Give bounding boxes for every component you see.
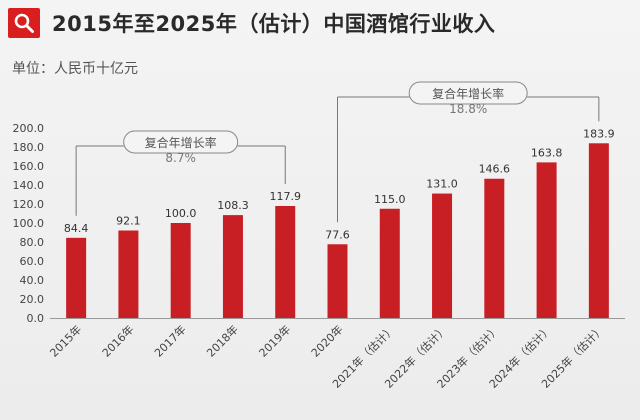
y-tick-label: 200.0 (13, 122, 45, 135)
y-tick-label: 160.0 (13, 160, 45, 173)
y-tick-label: 140.0 (13, 179, 45, 192)
y-tick-label: 40.0 (20, 274, 45, 287)
data-label: 117.9 (269, 190, 301, 203)
data-label: 108.3 (217, 199, 249, 212)
x-tick-label: 2016年 (99, 322, 136, 359)
bar (118, 230, 139, 318)
unit-label: 单位：人民币十亿元 (12, 61, 138, 77)
bar (66, 237, 87, 318)
data-label: 84.4 (64, 222, 89, 235)
x-tick-label: 2020年 (308, 322, 345, 359)
bar (588, 143, 609, 318)
y-tick-label: 60.0 (20, 255, 45, 268)
bar (222, 215, 243, 318)
cagr-value: 18.8% (449, 102, 487, 116)
cagr-value: 8.7% (165, 151, 196, 165)
cagr-label: 复合年增长率 (432, 86, 504, 101)
x-tick-label: 2019年 (256, 322, 293, 359)
data-label: 131.0 (426, 178, 458, 191)
cagr-box (408, 81, 528, 105)
y-tick-label: 180.0 (13, 141, 45, 154)
bar (536, 162, 557, 318)
data-label: 92.1 (116, 215, 141, 228)
y-tick-label: 80.0 (20, 236, 45, 249)
search-icon (8, 8, 40, 38)
y-tick-label: 100.0 (13, 217, 45, 230)
data-label: 100.0 (165, 207, 197, 220)
bar (327, 244, 348, 318)
data-label: 183.9 (583, 127, 615, 140)
bar (275, 205, 296, 318)
data-label: 77.6 (325, 228, 350, 241)
data-label: 115.0 (374, 193, 406, 206)
bar (484, 178, 505, 318)
y-tick-label: 120.0 (13, 198, 45, 211)
data-label: 146.6 (479, 163, 511, 176)
cagr-label: 复合年增长率 (145, 135, 217, 150)
title-bar: 2015年至2025年（估计）中国酒馆行业收入 (8, 6, 495, 40)
chart-title: 2015年至2025年（估计）中国酒馆行业收入 (52, 12, 496, 36)
y-tick-label: 20.0 (20, 293, 45, 306)
x-tick-label: 2017年 (151, 322, 188, 359)
x-tick-label: 2018年 (204, 322, 241, 359)
bar (432, 193, 453, 318)
cagr-box (123, 130, 239, 154)
y-tick-label: 0.0 (27, 312, 45, 325)
data-label: 163.8 (531, 146, 563, 159)
x-tick-label: 2015年 (47, 322, 84, 359)
bar (379, 208, 400, 318)
bar (170, 223, 191, 318)
